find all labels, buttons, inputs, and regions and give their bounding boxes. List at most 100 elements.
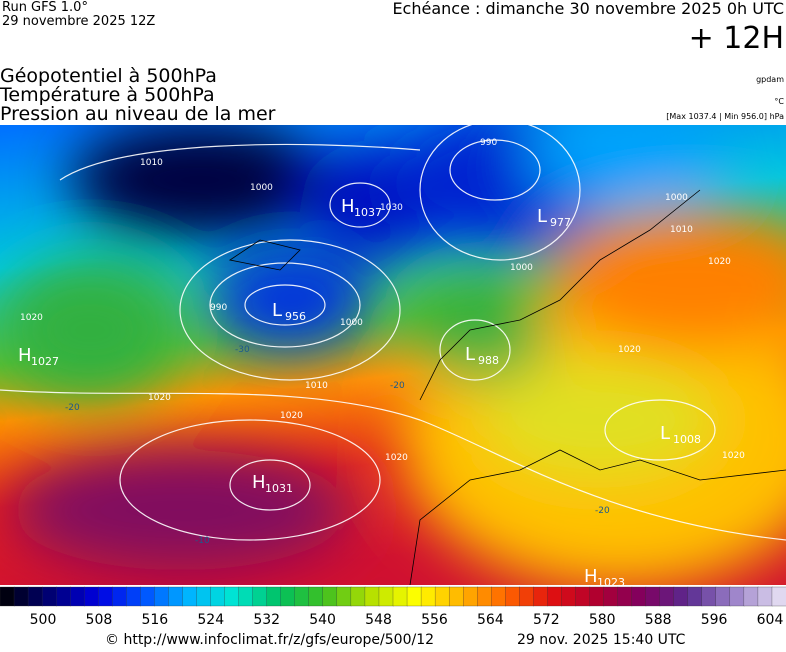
contour-label: 1030	[380, 203, 403, 213]
colorbar-cell	[392, 586, 408, 607]
contour-label: -10	[195, 536, 210, 546]
contour-label: 1010	[305, 381, 328, 391]
contour-label: 1020	[148, 393, 171, 403]
colorbar-label: 588	[645, 612, 672, 628]
unit: °C	[774, 97, 784, 106]
colorbar-cell	[589, 586, 605, 607]
contour-label: 1020	[280, 411, 303, 421]
colorbar-label: 532	[253, 612, 280, 628]
center-letter: H	[18, 345, 32, 366]
colorbar-cell	[154, 586, 170, 607]
colorbar-cell	[112, 586, 127, 607]
colorbar-label: 540	[309, 612, 336, 628]
colorbar-cell	[294, 586, 310, 607]
center-letter: L	[465, 344, 475, 365]
run: Run GFS 1.0°	[2, 0, 88, 15]
center-value: 1027	[31, 355, 59, 368]
colorbar-cell	[645, 586, 661, 607]
colorbar-cell	[378, 586, 394, 607]
timestamp: 29 nov. 2025 15:40 UTC	[517, 632, 686, 648]
contour-label: 1020	[385, 453, 408, 463]
colorbar-cell	[350, 586, 366, 607]
source-url: © http://www.infoclimat.fr/z/gfs/europe/…	[105, 632, 434, 648]
center-value: 1031	[265, 482, 293, 495]
center-value: 1023	[597, 576, 625, 589]
unit: [Max 1037.4 | Min 956.0] hPa	[666, 112, 784, 121]
contour-label: 1020	[20, 313, 43, 323]
center-value: 956	[285, 310, 306, 323]
center-letter: L	[272, 300, 282, 321]
colorbar-cell	[701, 586, 717, 607]
colorbar-cell	[448, 586, 464, 607]
colorbar-cell	[631, 586, 647, 607]
colorbar-cell	[27, 586, 43, 607]
colorbar-cell	[547, 586, 563, 607]
center-value: 988	[478, 354, 499, 367]
colorbar-label: 572	[533, 612, 560, 628]
run-date: 29 novembre 2025 12Z	[2, 14, 155, 29]
contour-label: -20	[595, 506, 610, 516]
colorbar-cell	[70, 586, 85, 607]
contour-label: 1010	[140, 158, 163, 168]
colorbar-cell	[336, 586, 352, 607]
colorbar-cell	[477, 586, 492, 607]
colorbar-label: 524	[197, 612, 224, 628]
colorbar-label: 556	[421, 612, 448, 628]
colorbar-cell	[617, 586, 633, 607]
lead-time: + 12H	[689, 21, 784, 56]
colorbar-label: 508	[86, 612, 113, 628]
colorbar-cell	[210, 586, 226, 607]
colorbar-cell	[575, 586, 591, 607]
contour-label: 1000	[340, 318, 363, 328]
colorbar-cell	[308, 586, 324, 607]
colorbar-cell	[715, 586, 731, 607]
colorbar-cell	[196, 586, 212, 607]
colorbar-cell	[238, 586, 254, 607]
contour-label: 1020	[708, 257, 731, 267]
colorbar-cell	[126, 586, 142, 607]
contour-label: 1000	[250, 183, 273, 193]
title: Pression au niveau de la mer	[0, 103, 276, 125]
colorbar-cell	[406, 586, 422, 607]
center-letter: H	[252, 472, 266, 493]
colorbar-cell	[364, 586, 380, 607]
colorbar-cell	[659, 586, 675, 607]
contour-label: 1000	[510, 263, 533, 273]
colorbar-label: 548	[365, 612, 392, 628]
colorbar-cell	[224, 586, 240, 607]
colorbar-cell	[757, 586, 773, 607]
center-letter: L	[660, 423, 670, 444]
colorbar-label: 500	[30, 612, 57, 628]
map	[0, 125, 786, 585]
contour-label: 1010	[670, 225, 693, 235]
center-value: 1037	[354, 206, 382, 219]
colorbar-cell	[168, 586, 184, 607]
contour-label: 990	[480, 138, 497, 148]
colorbar-cell	[280, 586, 296, 607]
colorbar-cell	[252, 586, 268, 607]
colorbar-cell	[463, 586, 478, 607]
colorbar-cell	[771, 586, 786, 607]
colorbar-label: 604	[757, 612, 784, 628]
colorbar-cell	[55, 586, 71, 607]
colorbar-cell	[519, 586, 535, 607]
center-letter: H	[341, 196, 355, 217]
colorbar-cell	[420, 586, 436, 607]
colorbar-cell	[434, 586, 450, 607]
unit: gpdam	[756, 75, 784, 84]
colorbar-cell	[13, 586, 29, 607]
colorbar-cell	[182, 586, 198, 607]
center-value: 977	[550, 216, 571, 229]
colorbar-label: 564	[477, 612, 504, 628]
title: Géopotentiel à 500hPa	[0, 65, 217, 87]
center-letter: L	[537, 206, 547, 227]
colorbar-cell	[140, 586, 156, 607]
contour-label: -30	[235, 345, 250, 355]
colorbar-cell	[0, 586, 15, 607]
colorbar-cell	[687, 586, 703, 607]
contour-label: 1020	[618, 345, 641, 355]
contour-label: 1000	[665, 193, 688, 203]
contour-label: 1020	[722, 451, 745, 461]
contour-label: -20	[390, 381, 405, 391]
